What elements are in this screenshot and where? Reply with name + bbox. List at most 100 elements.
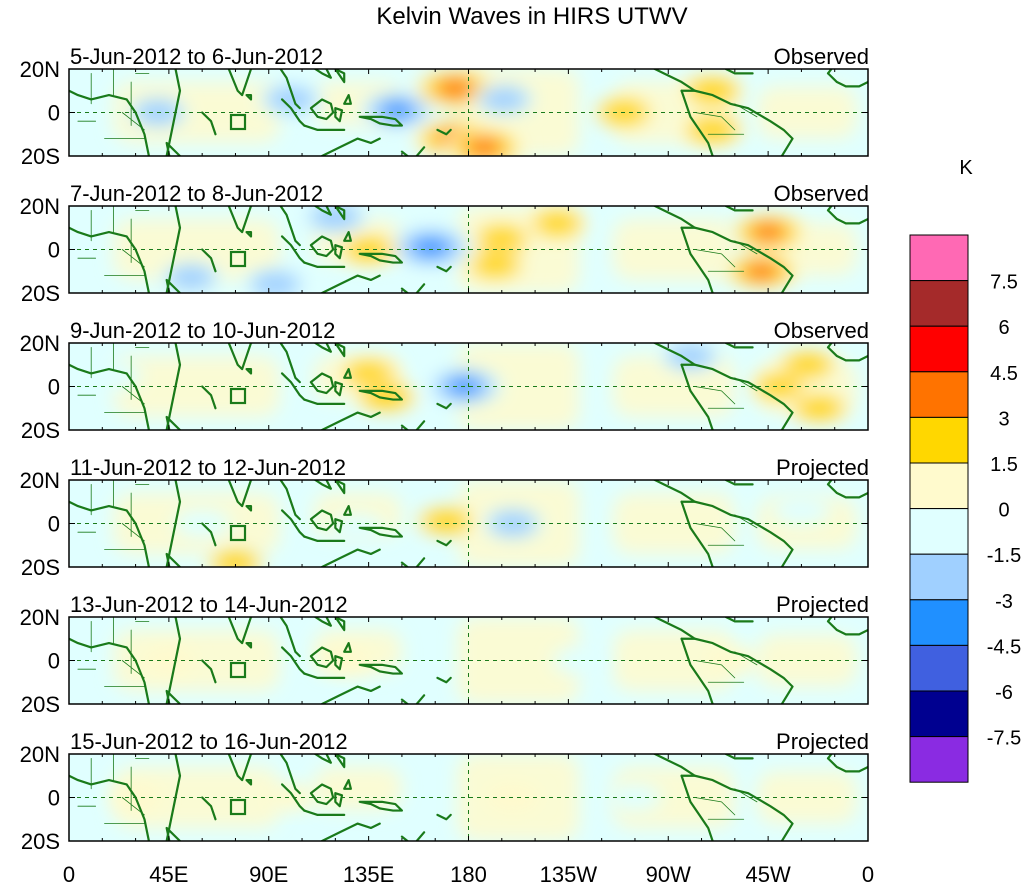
coastline	[304, 811, 344, 815]
y-tick-label: 20S	[21, 829, 60, 854]
coastline	[360, 528, 402, 537]
coastline	[335, 382, 342, 395]
panel-period-label: 15-Jun-2012 to 16-Jun-2012	[70, 729, 348, 754]
country-border	[695, 652, 757, 682]
coastline	[69, 574, 180, 718]
coastline	[220, 608, 269, 643]
coastline	[247, 506, 251, 510]
region-box	[229, 387, 247, 405]
anomaly-core	[412, 237, 450, 258]
y-tick-label: 20S	[21, 555, 60, 580]
anomaly-core	[436, 78, 474, 99]
coastline	[278, 613, 300, 657]
coastline	[322, 824, 380, 841]
anomaly-blob	[469, 251, 521, 278]
coastline	[322, 276, 380, 293]
coastline	[726, 754, 753, 758]
anomaly-blob	[343, 360, 394, 387]
panel-status-label: Projected	[776, 729, 869, 754]
x-axis: 0 45E 90E 135E 180 135W 90W 45W 0	[63, 862, 874, 887]
map-panel-2: 20N 0 20S 7-Jun-2012 to 8-Jun-2012 Observed	[20, 123, 869, 306]
coastline-paths	[69, 123, 868, 306]
coastline	[437, 404, 450, 408]
background-band	[612, 356, 735, 417]
x-tick-label: 45E	[149, 862, 188, 887]
coastline	[335, 69, 344, 82]
anomaly-layer	[161, 206, 807, 293]
country-border	[695, 104, 757, 134]
coastline	[282, 99, 304, 125]
coastline	[282, 784, 304, 810]
region-box	[229, 798, 247, 816]
background-band	[113, 630, 280, 691]
coastline	[335, 343, 344, 356]
coastline	[402, 558, 424, 571]
coastline	[322, 687, 380, 704]
coastline-paths	[69, 0, 868, 169]
coastline-paths	[69, 397, 868, 580]
country-border	[695, 789, 757, 819]
coastline	[304, 674, 344, 678]
anomaly-blob	[476, 225, 527, 252]
colorbar-level-label: -3	[995, 591, 1013, 613]
x-tick-label: 90W	[646, 862, 691, 887]
coastline	[278, 339, 300, 383]
y-tick-label: 0	[48, 649, 60, 674]
map-panel-1: 20N 0 20S 5-Jun-2012 to 6-Jun-2012 Observed	[20, 0, 869, 169]
coastline	[682, 502, 713, 567]
coastline	[682, 776, 713, 841]
coastline	[69, 26, 180, 170]
anomaly-blob	[421, 508, 472, 535]
coastline	[202, 250, 215, 272]
coastlines	[69, 534, 868, 717]
coastline	[278, 65, 300, 109]
colorbar-level-label: 4.5	[990, 363, 1018, 385]
coastline	[247, 643, 251, 647]
colorbar-units-label: K	[959, 157, 973, 179]
anomaly-blob	[250, 271, 301, 293]
coastline	[202, 798, 215, 820]
colorbar-level-label: -7.5	[987, 728, 1021, 750]
panel-status-label: Observed	[774, 44, 869, 69]
x-tick-label: 0	[862, 862, 874, 887]
panel-period-label: 7-Jun-2012 to 8-Jun-2012	[70, 181, 323, 206]
y-tick-label: 20S	[21, 692, 60, 717]
coastline	[402, 695, 424, 708]
anomaly-core	[744, 262, 779, 281]
background-band	[612, 493, 735, 554]
country-border	[695, 515, 757, 545]
coastline	[828, 210, 868, 223]
colorbar-level-label: 6	[998, 317, 1009, 339]
coastline	[304, 126, 344, 130]
colorbar-level-label: 7.5	[990, 272, 1018, 294]
colorbar-swatch	[909, 462, 969, 510]
coastline	[220, 334, 269, 369]
coastlines	[69, 123, 868, 306]
colorbar-swatch	[909, 234, 969, 282]
coastline-paths	[69, 671, 868, 854]
y-tick-label: 0	[48, 238, 60, 263]
colorbar-level-label: -4.5	[987, 636, 1021, 658]
anomaly-blob	[480, 87, 529, 112]
map-panel-4: 20N 0 20S 11-Jun-2012 to 12-Jun-2012 Project…	[20, 397, 869, 580]
colorbar-level-label: -1.5	[987, 545, 1021, 567]
colorbar-level-label: 0	[998, 500, 1009, 522]
country-border	[78, 578, 149, 687]
colorbar-swatch	[909, 644, 969, 692]
coastline-paths	[69, 260, 868, 443]
anomaly-halo	[319, 646, 373, 675]
background-band	[612, 219, 735, 280]
coastline	[682, 639, 793, 709]
coastline	[220, 60, 269, 95]
anomaly-halo	[772, 496, 830, 525]
coastline	[69, 437, 180, 581]
coastline	[360, 665, 402, 674]
y-tick-label: 20N	[20, 331, 60, 356]
contour-field	[69, 69, 868, 156]
coastline	[353, 308, 380, 330]
coastline	[353, 582, 380, 604]
coastline	[278, 202, 300, 246]
coastline	[828, 758, 868, 771]
anomaly-layer	[84, 343, 851, 424]
